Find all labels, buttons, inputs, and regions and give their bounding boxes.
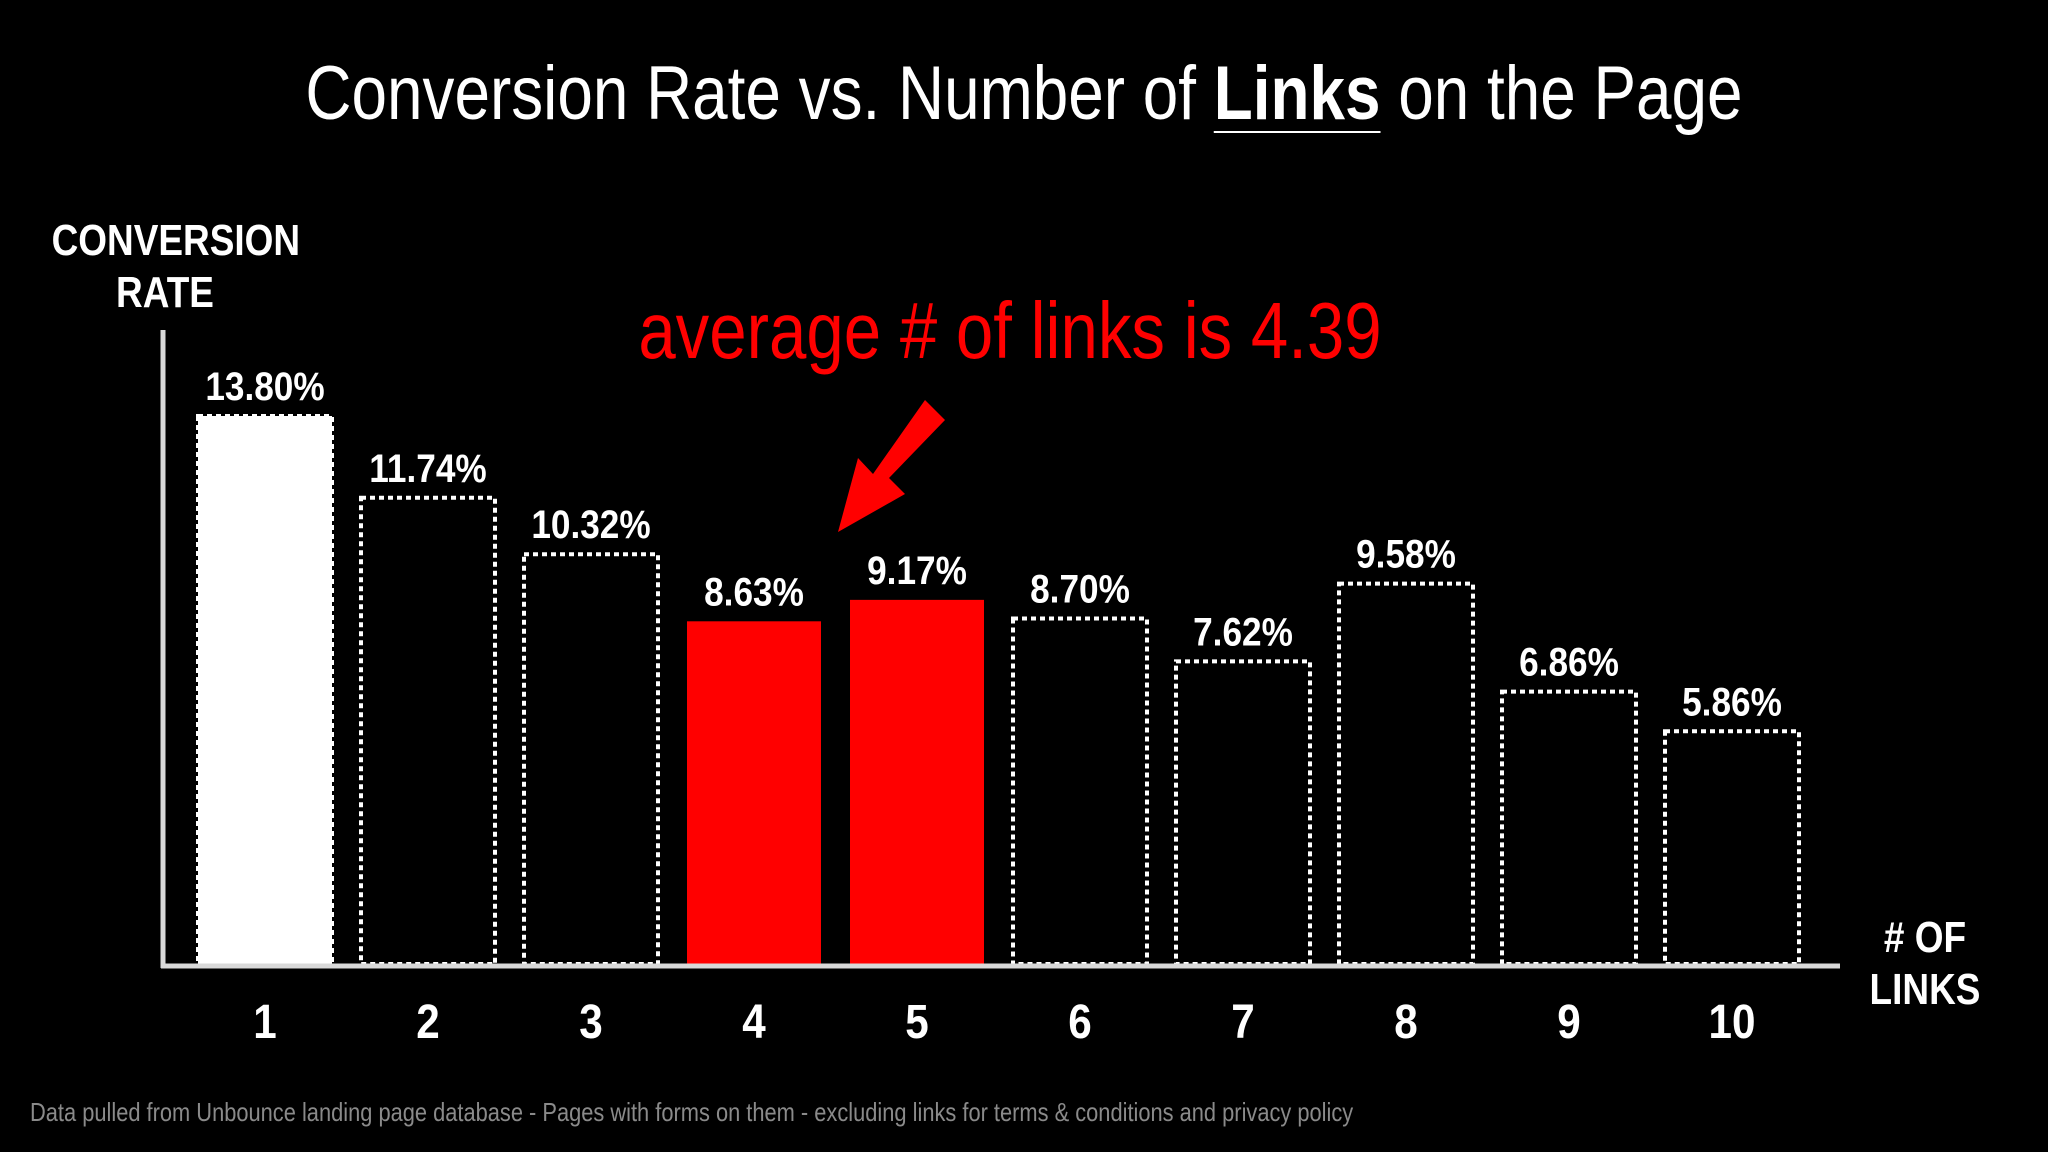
title-prefix: Conversion Rate vs. Number of [305, 51, 1214, 136]
bar-10 [1663, 729, 1801, 966]
tick-label-3: 3 [579, 994, 602, 1048]
x-axis-label: # OF LINKS [1869, 913, 1981, 1014]
value-label-2: 11.74% [369, 446, 486, 491]
bar-7 [1174, 659, 1312, 966]
bar-4 [687, 621, 821, 964]
value-label-8: 9.58% [1356, 531, 1456, 576]
value-label-4: 8.63% [704, 569, 804, 614]
bar-6 [1011, 616, 1149, 966]
footnote: Data pulled from Unbounce landing page d… [30, 1097, 1354, 1127]
tick-label-9: 9 [1557, 994, 1580, 1048]
value-label-10: 5.86% [1682, 679, 1782, 724]
value-label-6: 8.70% [1030, 566, 1130, 611]
bar-9 [1500, 689, 1638, 966]
chart-title: Conversion Rate vs. Number of Links on t… [164, 50, 1884, 137]
average-annotation: average # of links is 4.39 [638, 286, 1382, 375]
tick-label-6: 6 [1068, 994, 1091, 1048]
title-emphasis: Links [1213, 51, 1381, 136]
value-label-7: 7.62% [1193, 609, 1293, 654]
arrow-icon [838, 400, 945, 532]
title-suffix: on the Page [1380, 51, 1743, 136]
value-label-5: 9.17% [867, 548, 967, 593]
bars [196, 414, 1801, 966]
value-label-3: 10.32% [531, 502, 650, 547]
tick-label-7: 7 [1231, 994, 1254, 1048]
tick-label-10: 10 [1709, 994, 1756, 1048]
bar-5 [850, 599, 984, 964]
tick-label-2: 2 [416, 994, 439, 1048]
x-tick-labels: 1 2 3 4 5 6 7 8 9 10 [253, 994, 1755, 1048]
bar-1 [196, 414, 334, 966]
value-labels: 13.80% 11.74% 10.32% 8.63% 9.17% 8.70% 7.62% 9.… [205, 364, 1782, 724]
tick-label-5: 5 [905, 994, 928, 1048]
bar-3 [522, 552, 660, 966]
bar-8 [1337, 581, 1475, 966]
tick-label-8: 8 [1394, 994, 1417, 1048]
value-label-1: 13.80% [205, 364, 324, 409]
y-axis-label: CONVERSION RATE [51, 216, 301, 317]
tick-label-1: 1 [253, 994, 276, 1048]
tick-label-4: 4 [742, 994, 765, 1048]
value-label-9: 6.86% [1519, 639, 1619, 684]
bar-2 [359, 495, 497, 966]
